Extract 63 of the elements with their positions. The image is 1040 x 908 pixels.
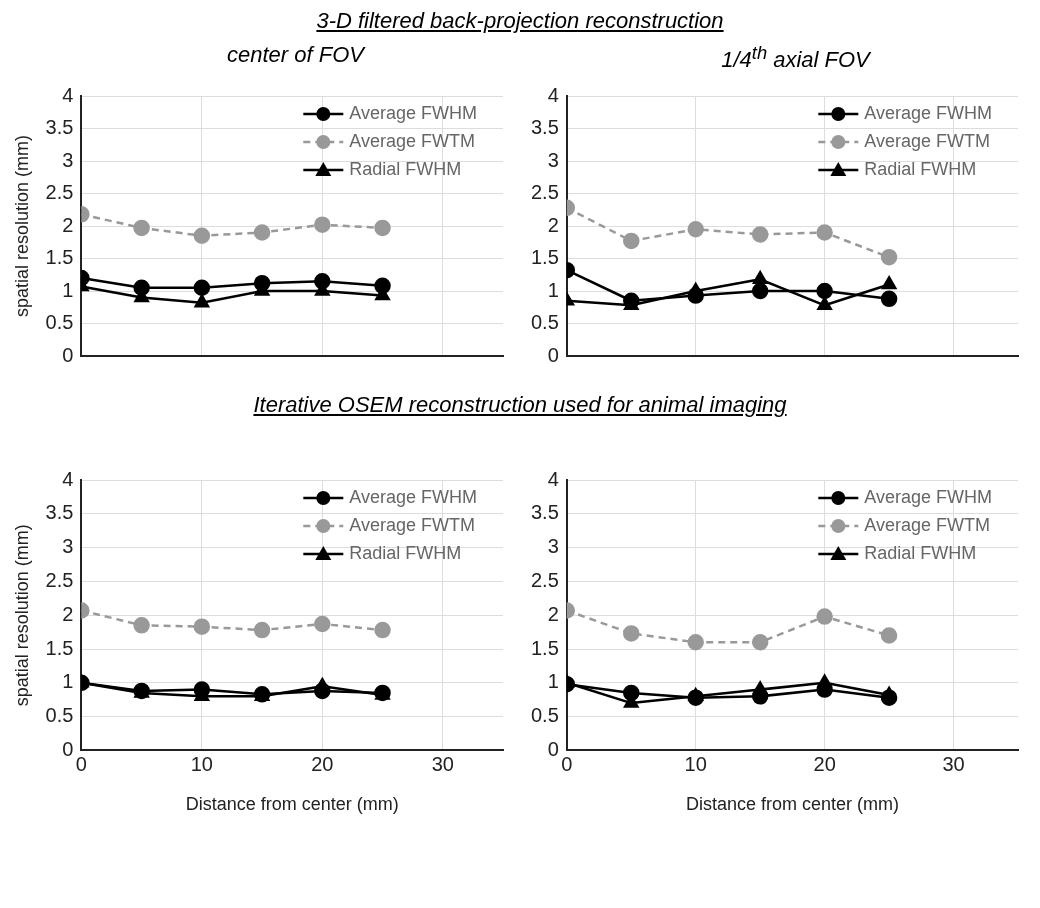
y-tick-label: 1.5 [45,636,74,659]
y-tick-label: 4 [547,83,559,106]
y-tick-label: 3.5 [530,501,559,524]
y-tick-label: 0 [62,343,74,366]
y-tick-label: 1 [547,278,559,301]
y-tick-label: 2.5 [530,568,559,591]
legend-label: Average FWHM [864,486,993,507]
x-tick-label: 0 [561,752,573,775]
legend-label: Average FWTM [349,130,476,151]
y-tick-label: 4 [547,467,559,490]
y-tick-label: 3.5 [530,116,559,139]
y-tick-label: 1 [547,670,559,693]
x-axis-title: Distance from center (mm) [185,794,399,815]
y-tick-label: 3 [62,148,74,171]
y-tick-label: 2 [547,602,559,625]
y-tick-label: 1 [62,670,74,693]
legend-label: Average FWHM [864,102,993,123]
x-tick-label: 30 [942,752,965,775]
chart-title: center of FOV [226,42,367,69]
y-tick-label: 2 [62,213,74,236]
y-tick-label: 4 [62,467,74,490]
legend-label: Average FWTM [864,514,991,535]
x-tick-label: 20 [813,752,836,775]
y-tick-label: 0.5 [530,704,559,727]
chart-title: 1/4$^{th}$ axial FOV [720,42,872,75]
y-tick-label: 3 [62,535,74,558]
y-tick-label: 0 [547,737,559,760]
chart-subtitle: Iterative OSEM reconstruction used for animal imaging [252,392,788,419]
y-tick-label: 1 [62,278,74,301]
y-axis-title: spatial resolution (mm) [11,524,32,707]
y-tick-label: 4 [62,83,74,106]
legend-label: Radial FWHM [864,542,977,563]
legend-label: Radial FWHM [349,542,462,563]
y-tick-label: 1.5 [45,246,74,269]
y-tick-label: 2 [547,213,559,236]
y-tick-label: 0.5 [530,311,559,334]
legend-label: Radial FWHM [864,158,977,179]
x-axis-title: Distance from center (mm) [685,794,899,815]
y-tick-label: 1.5 [530,246,559,269]
y-tick-label: 3.5 [45,116,74,139]
legend-label: Average FWHM [349,102,478,123]
y-tick-label: 0 [547,343,559,366]
x-tick-label: 10 [190,752,213,775]
y-tick-label: 2.5 [45,181,74,204]
y-tick-label: 3 [547,148,559,171]
y-tick-label: 0.5 [45,704,74,727]
y-tick-label: 0 [62,737,74,760]
x-tick-label: 10 [684,752,707,775]
legend-label: Average FWTM [349,514,476,535]
y-tick-label: 2.5 [45,568,74,591]
y-tick-label: 0.5 [45,311,74,334]
y-tick-label: 3.5 [45,501,74,524]
y-axis-title: spatial resolution (mm) [11,134,32,318]
y-tick-label: 3 [547,535,559,558]
legend-label: Radial FWHM [349,158,462,179]
y-tick-label: 1.5 [530,636,559,659]
y-tick-label: 2.5 [530,181,559,204]
x-tick-label: 20 [311,752,334,775]
chart-subtitle: 3-D filtered back-projection reconstruction [315,8,725,35]
legend-label: Average FWTM [864,130,991,151]
x-tick-label: 30 [431,752,454,775]
legend-label: Average FWHM [349,486,478,507]
y-tick-label: 2 [62,602,74,625]
